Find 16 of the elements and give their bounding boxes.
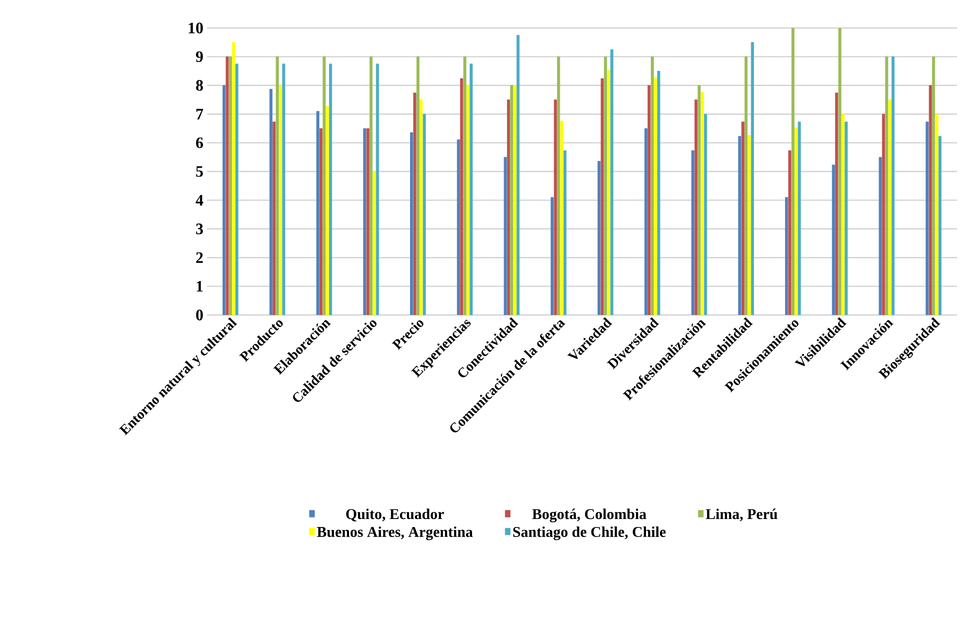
y-tick-label: 6 — [196, 137, 204, 148]
y-tick-label: 10 — [188, 22, 203, 34]
y-tick-label: 2 — [196, 252, 203, 263]
y-tick-label: 9 — [196, 51, 203, 62]
y-tick-label: 4 — [196, 194, 204, 206]
y-tick-label: 8 — [196, 80, 203, 91]
y-tick-label: 7 — [196, 108, 204, 120]
legend-label: Lima, Perú — [706, 508, 778, 522]
y-tick-label: 1 — [196, 281, 203, 292]
y-tick-label: 0 — [196, 310, 203, 320]
legend-label: Bogotá, Colombia — [532, 508, 646, 522]
legend-label: Quito, Ecuador — [346, 508, 444, 522]
y-tick-label: 3 — [196, 224, 203, 234]
legend-label: Buenos Aires, Argentina — [316, 526, 473, 540]
legend-label: Santiago de Chile, Chile — [513, 526, 666, 540]
y-tick-label: 5 — [196, 166, 203, 177]
